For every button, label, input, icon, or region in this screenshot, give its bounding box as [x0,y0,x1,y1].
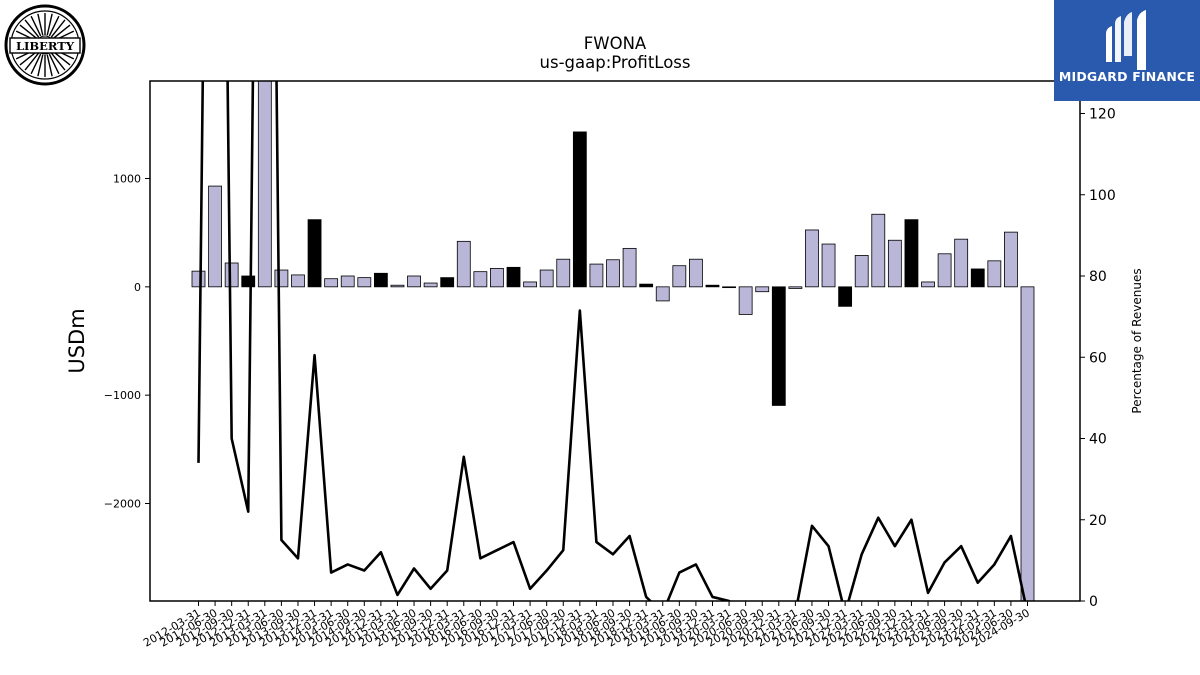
bar-2024-09-30 [1020,286,1035,601]
y2-tick-label: 0 [1089,594,1098,610]
bar-2020-03-31 [722,286,736,289]
bar-2012-09-30 [224,262,239,288]
y-tick-label: −1000 [104,389,141,402]
bar-2024-03-31 [987,260,1002,288]
bar-2013-12-31 [307,219,322,288]
bar-2022-09-30 [887,239,902,288]
y2-tick-label: 60 [1089,350,1107,366]
bar-2018-06-30 [606,259,620,288]
bar-2021-09-30 [821,243,836,288]
bar-2021-03-31 [788,286,803,289]
y-tick-label: −2000 [104,498,141,511]
bar-2014-06-30 [340,275,355,288]
bar-2024-06-30 [1004,231,1018,288]
y2-axis-label: Percentage of Revenues [1130,268,1144,413]
y-axis-ticks: 1000 0 −1000 −2000 [104,173,150,511]
plot-frame [149,80,1081,602]
bar-2019-03-31 [655,286,670,302]
bar-2014-09-30 [357,277,372,288]
bar-2023-12-31 [970,268,985,288]
liberty-logo: LIBERTY [4,4,86,86]
bar-2023-09-30 [954,238,969,288]
y2-tick-label: 120 [1089,107,1116,123]
midgard-finance-logo: MIDGARD FINANCE [1054,0,1200,101]
bar-2022-06-30 [871,213,886,288]
y2-tick-label: 40 [1089,432,1107,448]
bar-2019-06-30 [672,265,687,288]
bar-2018-03-31 [589,263,604,288]
liberty-logo-text: LIBERTY [16,39,75,53]
bar-series [191,81,1035,601]
bar-2016-09-30 [490,268,504,288]
bar-2013-03-31 [257,81,272,288]
bar-2021-12-31 [838,286,853,307]
bar-2017-03-31 [523,281,537,288]
midgard-finance-text: MIDGARD FINANCE [1058,69,1196,84]
bar-2013-06-30 [274,269,289,288]
bar-2015-12-31 [440,277,455,288]
y2-tick-label: 100 [1089,188,1116,204]
y2-tick-label: 80 [1089,269,1107,285]
bar-2018-09-30 [622,247,637,288]
bar-2020-06-30 [738,286,753,315]
midgard-mark-icon [1106,10,1146,70]
bar-2016-03-31 [456,240,471,288]
bar-2017-06-30 [539,269,554,288]
bar-2015-09-30 [423,282,438,288]
bar-2012-06-30 [208,185,222,288]
y-tick-label: 1000 [113,173,141,186]
bar-2016-06-30 [473,271,488,288]
y-axis-label: USDm [65,308,89,373]
bar-2022-03-31 [854,255,869,288]
bar-2014-12-31 [373,272,388,288]
bar-2022-12-31 [904,219,919,288]
y2-tick-label: 20 [1089,513,1107,529]
revenue-percentage-line [197,81,1027,601]
bar-2013-09-30 [291,274,305,288]
bar-2019-09-30 [689,258,703,288]
chart-subtitle: us-gaap:ProfitLoss [540,53,691,72]
bar-2018-12-31 [639,283,654,288]
bar-2015-03-31 [390,284,405,288]
bar-2016-12-31 [506,266,521,288]
bar-2023-06-30 [937,253,952,288]
bar-2020-09-30 [755,286,770,293]
y2-axis-ticks: 0 20 40 60 80 100 120 [1080,107,1116,610]
y-tick-label: 0 [134,281,141,294]
bar-2021-06-30 [805,229,819,288]
bar-2012-03-31 [191,270,206,288]
bar-2012-12-31 [241,275,256,288]
bar-2017-09-30 [556,258,571,288]
bar-2014-03-31 [324,278,339,288]
bar-2015-06-30 [407,275,421,288]
x-axis-ticks: 2012-03-312012-06-302012-09-302012-12-31… [141,601,1032,650]
bar-2020-12-31 [771,286,786,406]
bar-2019-12-31 [705,284,720,288]
bar-2017-12-31 [572,131,587,288]
chart-title: FWONA [584,34,647,53]
bar-2023-03-31 [921,281,935,288]
line-series [197,81,1027,601]
